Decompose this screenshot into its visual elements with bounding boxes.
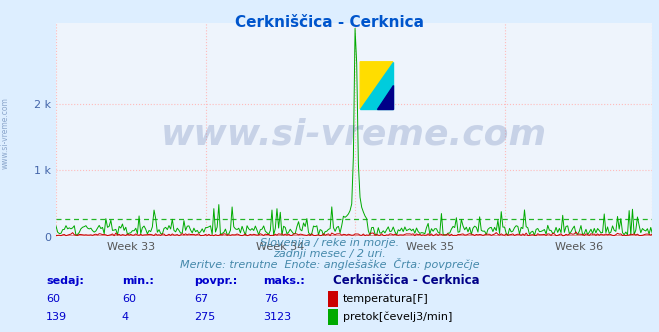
Text: 4: 4 <box>122 312 129 322</box>
Text: maks.:: maks.: <box>264 276 305 286</box>
Text: temperatura[F]: temperatura[F] <box>343 294 428 304</box>
Text: 60: 60 <box>46 294 60 304</box>
Text: www.si-vreme.com: www.si-vreme.com <box>1 97 10 169</box>
Text: 76: 76 <box>264 294 277 304</box>
Polygon shape <box>360 62 393 109</box>
Text: 139: 139 <box>46 312 67 322</box>
Polygon shape <box>376 85 393 109</box>
Text: 67: 67 <box>194 294 208 304</box>
Text: sedaj:: sedaj: <box>46 276 84 286</box>
Text: min.:: min.: <box>122 276 154 286</box>
Text: 60: 60 <box>122 294 136 304</box>
Text: pretok[čevelj3/min]: pretok[čevelj3/min] <box>343 312 452 322</box>
Text: www.si-vreme.com: www.si-vreme.com <box>161 118 547 152</box>
Text: zadnji mesec / 2 uri.: zadnji mesec / 2 uri. <box>273 249 386 259</box>
Text: Meritve: trenutne  Enote: anglešaške  Črta: povprečje: Meritve: trenutne Enote: anglešaške Črta… <box>180 258 479 270</box>
Text: Cerkniščica - Cerknica: Cerkniščica - Cerknica <box>235 15 424 30</box>
Text: Cerkniščica - Cerknica: Cerkniščica - Cerknica <box>333 274 479 287</box>
Text: povpr.:: povpr.: <box>194 276 238 286</box>
Text: 3123: 3123 <box>264 312 292 322</box>
Text: Slovenija / reke in morje.: Slovenija / reke in morje. <box>260 238 399 248</box>
Text: 275: 275 <box>194 312 215 322</box>
Polygon shape <box>360 62 393 109</box>
